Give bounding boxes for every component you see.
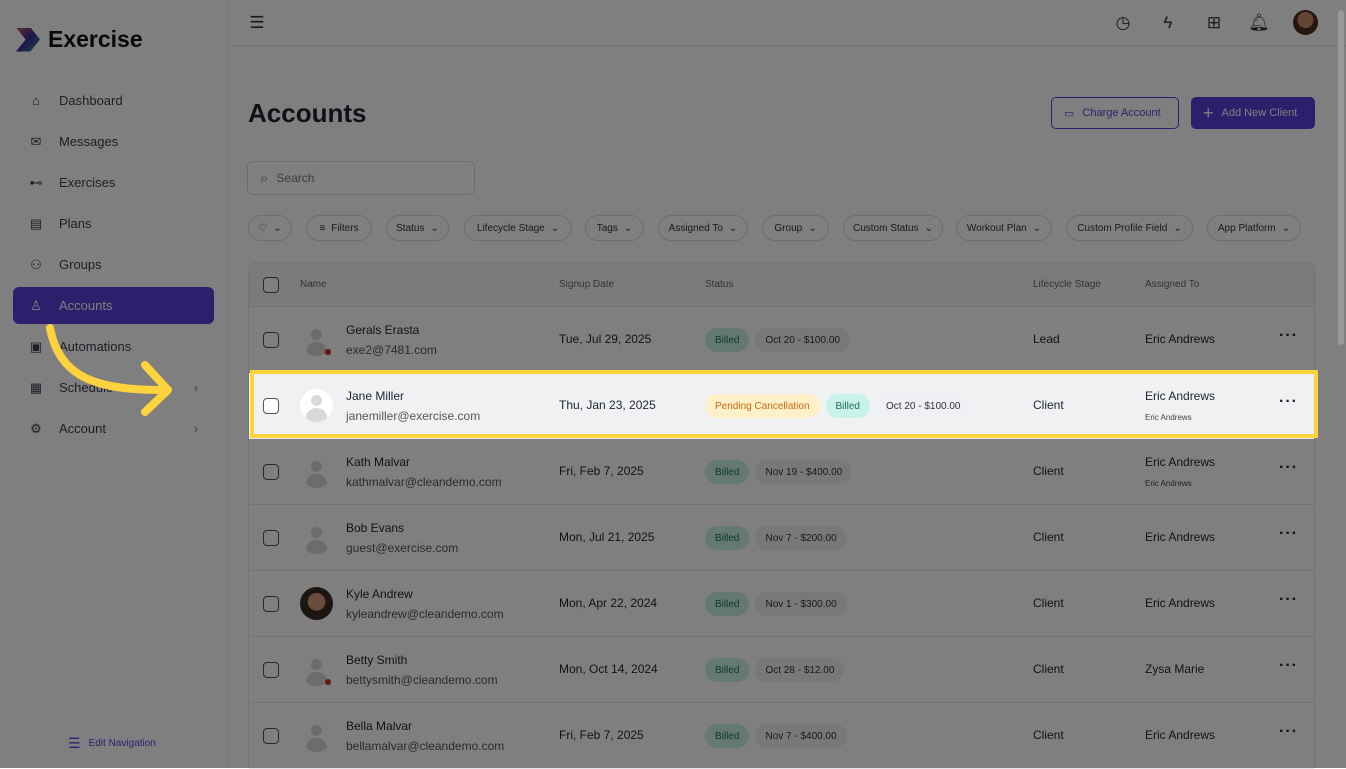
table-row[interactable]: Jane Miller janemiller@exercise.com Thu,… bbox=[249, 373, 1314, 439]
client-email: janemiller@exercise.com bbox=[346, 409, 481, 423]
tutorial-arrow-icon bbox=[46, 324, 172, 416]
avatar bbox=[300, 389, 333, 422]
scrollbar[interactable] bbox=[1338, 10, 1344, 345]
row-checkbox[interactable] bbox=[263, 398, 279, 414]
signup-date: Thu, Jan 23, 2025 bbox=[559, 398, 656, 412]
assigned-to-sub: Eric Andrews bbox=[1145, 413, 1192, 422]
lifecycle-stage: Client bbox=[1033, 398, 1064, 412]
billing-amount-badge: Oct 20 - $100.00 bbox=[875, 394, 971, 418]
status-badges: Pending Cancellation Billed Oct 20 - $100.… bbox=[705, 394, 971, 418]
client-name[interactable]: Jane Miller bbox=[346, 389, 405, 403]
pending-cancellation-badge: Pending Cancellation bbox=[705, 394, 820, 418]
billed-badge: Billed bbox=[825, 394, 870, 418]
assigned-to: Eric Andrews bbox=[1145, 389, 1216, 403]
more-options-icon[interactable]: ··· bbox=[1279, 393, 1298, 410]
